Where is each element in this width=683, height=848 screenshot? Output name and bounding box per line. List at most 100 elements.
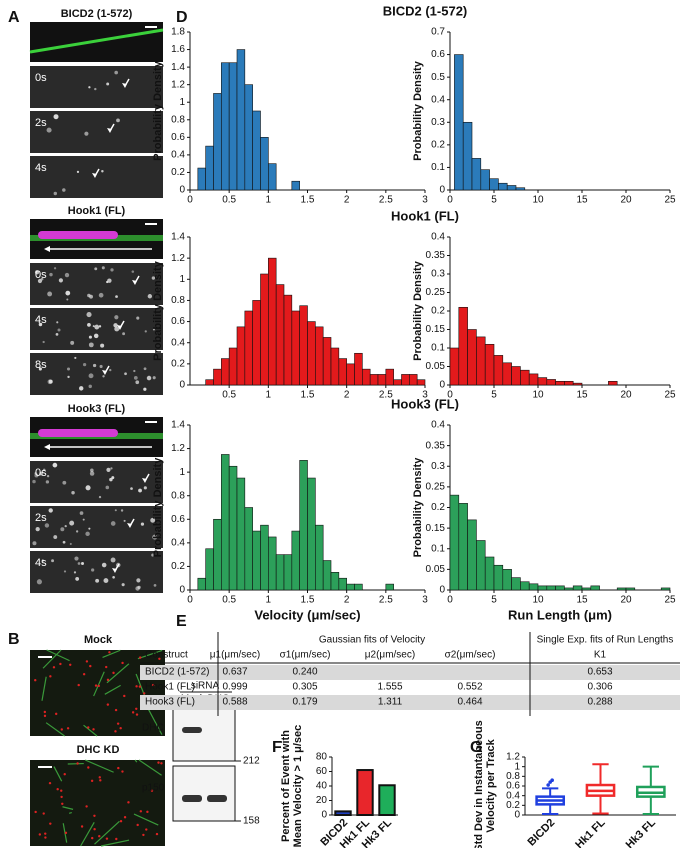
spot: [152, 328, 155, 331]
y-tick-label: 0.8: [171, 490, 185, 501]
spot: [76, 762, 79, 765]
spot: [113, 323, 118, 328]
y-tick-label: 0.6: [506, 781, 520, 792]
scale-bar: [145, 421, 157, 423]
spot: [73, 571, 77, 574]
histogram-bar: [354, 352, 363, 386]
spot: [62, 188, 66, 192]
y-tick-label: 0.2: [506, 800, 520, 811]
histogram-bar: [528, 583, 539, 591]
spot: [87, 766, 90, 769]
spot: [94, 324, 100, 330]
histogram-bar: [346, 583, 355, 591]
arrow-head: [117, 325, 122, 330]
y-tick-label: 0.8: [171, 295, 185, 306]
x-tick-label: Hk3 FL: [624, 817, 659, 848]
spot: [152, 376, 156, 380]
spot: [45, 480, 50, 484]
histogram-bar: [260, 524, 269, 591]
y-tick-label: 0.5: [431, 72, 445, 83]
y-tick-label: 1.6: [171, 44, 185, 55]
spot: [88, 86, 91, 89]
frame-time: 4s: [35, 162, 47, 174]
spot: [64, 524, 67, 528]
histogram-bar: [493, 564, 504, 591]
spot: [111, 476, 115, 480]
spot: [98, 325, 102, 328]
y-tick-label: 0: [439, 585, 445, 596]
y-tick-label: 1: [179, 274, 185, 285]
spot: [79, 386, 84, 391]
spot: [38, 833, 42, 836]
spot: [109, 477, 113, 482]
spot: [58, 278, 63, 283]
x-tick-label: 2.5: [379, 595, 393, 606]
spot: [157, 761, 160, 764]
cell: Hook1 (FL): [145, 682, 195, 693]
spot: [93, 814, 96, 817]
cell: BICD2 (1-572): [145, 667, 209, 678]
y-tick-label: 0: [179, 185, 185, 196]
y-tick-label: 0.35: [426, 440, 446, 451]
spot: [88, 373, 94, 379]
x-tick-label: 1: [266, 390, 272, 401]
histogram-bar: [572, 382, 583, 386]
x-tick-label: BICD2: [526, 817, 558, 848]
y-tick-label: 0.8: [506, 771, 520, 782]
spot: [119, 820, 123, 823]
spot: [42, 468, 46, 472]
panel-letter: E: [176, 613, 187, 630]
y-tick-label: 0.2: [431, 502, 445, 513]
histogram-bar: [221, 358, 230, 386]
y-axis-label: Percent of Event with: [280, 730, 292, 842]
spot: [54, 712, 58, 716]
filament: [38, 429, 118, 437]
x-tick-label: 20: [620, 195, 632, 206]
spot: [143, 692, 146, 695]
x-tick-label: 2: [344, 595, 350, 606]
spot: [115, 837, 118, 841]
column-header: μ2(μm/sec): [365, 650, 415, 661]
y-tick-label: 1.2: [171, 443, 185, 454]
spot: [85, 805, 88, 808]
y-tick-label: 1.2: [171, 253, 185, 264]
histogram-bar: [322, 560, 332, 591]
y-tick-label: 0.2: [431, 306, 445, 317]
x-tick-label: 0: [187, 195, 193, 206]
histogram-bar: [511, 577, 521, 591]
histogram-bar: [283, 294, 293, 386]
cell: 0.653: [587, 667, 612, 678]
microtubule: [46, 649, 70, 662]
spot: [127, 801, 130, 804]
histogram-bar: [275, 554, 285, 591]
spot: [47, 291, 53, 297]
spot: [74, 356, 77, 360]
histogram-bar: [467, 519, 477, 591]
column-header: σ2(μm/sec): [445, 650, 496, 661]
y-tick-label: 1: [179, 97, 185, 108]
spot: [100, 343, 105, 348]
micrograph: [30, 461, 163, 503]
spot: [40, 277, 44, 281]
cell: 0.588: [222, 697, 247, 708]
microtubule: [106, 663, 130, 684]
histogram-bar: [221, 454, 230, 591]
y-tick-label: 0: [179, 585, 185, 596]
histogram-bar: [275, 284, 285, 386]
histogram-bar: [462, 121, 473, 191]
histogram-bar: [520, 581, 530, 591]
micrograph: [30, 760, 165, 846]
histogram-bar: [299, 460, 308, 591]
y-tick-label: 0.35: [426, 250, 446, 261]
histogram-bar: [330, 572, 340, 591]
histogram-bar: [511, 366, 521, 386]
spot: [131, 270, 135, 273]
spot: [121, 661, 124, 665]
histogram-bar: [458, 503, 468, 591]
spot: [34, 472, 37, 475]
spot: [106, 280, 109, 284]
spot: [99, 779, 102, 782]
spot: [135, 380, 140, 385]
x-tick-label: 20: [620, 390, 632, 401]
spot: [138, 685, 142, 688]
